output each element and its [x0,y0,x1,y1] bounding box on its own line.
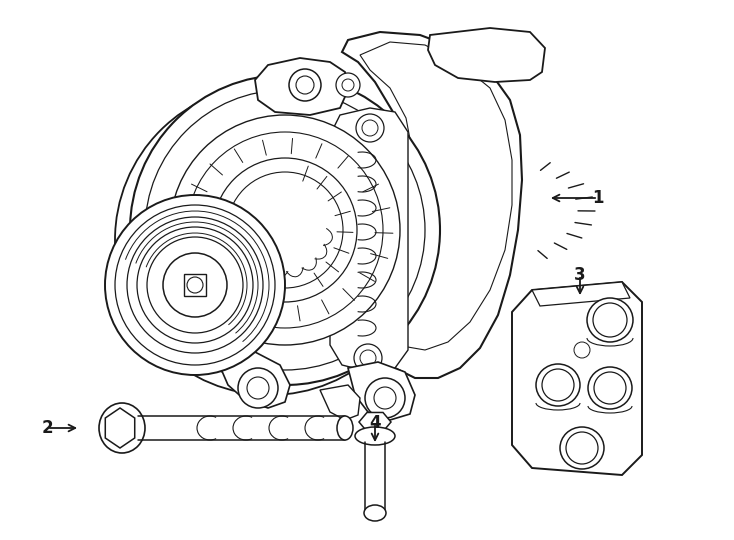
Circle shape [336,73,360,97]
Polygon shape [330,108,408,372]
Polygon shape [255,58,348,115]
Circle shape [130,75,440,385]
Circle shape [360,350,376,366]
Text: 3: 3 [574,266,586,284]
Circle shape [170,115,400,345]
Circle shape [115,205,275,365]
Circle shape [354,344,382,372]
Ellipse shape [536,364,580,406]
Polygon shape [512,282,642,475]
Circle shape [593,303,627,337]
Circle shape [213,158,357,302]
Polygon shape [342,32,522,378]
Circle shape [168,221,182,235]
Polygon shape [215,352,290,408]
Circle shape [127,217,263,353]
Circle shape [145,90,425,370]
Circle shape [362,120,378,136]
Polygon shape [105,408,135,448]
Polygon shape [360,42,512,350]
Ellipse shape [364,505,386,521]
Circle shape [137,227,253,343]
Circle shape [566,432,598,464]
Ellipse shape [99,403,145,453]
Polygon shape [428,28,545,82]
Circle shape [296,76,314,94]
Ellipse shape [588,367,632,409]
Circle shape [115,85,425,395]
Ellipse shape [587,298,633,342]
Polygon shape [184,274,206,296]
Circle shape [374,387,396,409]
Circle shape [289,69,321,101]
Text: 1: 1 [592,189,604,207]
Circle shape [574,342,590,358]
Ellipse shape [355,427,395,445]
Circle shape [238,368,278,408]
Circle shape [247,377,269,399]
Circle shape [187,132,383,328]
Circle shape [147,237,243,333]
Text: 4: 4 [369,414,381,432]
Text: 2: 2 [41,419,53,437]
Circle shape [163,253,227,317]
Polygon shape [348,362,415,420]
Circle shape [356,114,384,142]
Polygon shape [359,413,391,431]
Circle shape [594,372,626,404]
Ellipse shape [337,416,353,440]
Circle shape [342,79,354,91]
Circle shape [187,277,203,293]
Circle shape [227,172,343,288]
Circle shape [365,378,405,418]
Circle shape [542,369,574,401]
Polygon shape [320,385,360,420]
Circle shape [105,195,285,375]
Ellipse shape [560,427,604,469]
Circle shape [162,215,188,241]
Polygon shape [532,282,630,306]
